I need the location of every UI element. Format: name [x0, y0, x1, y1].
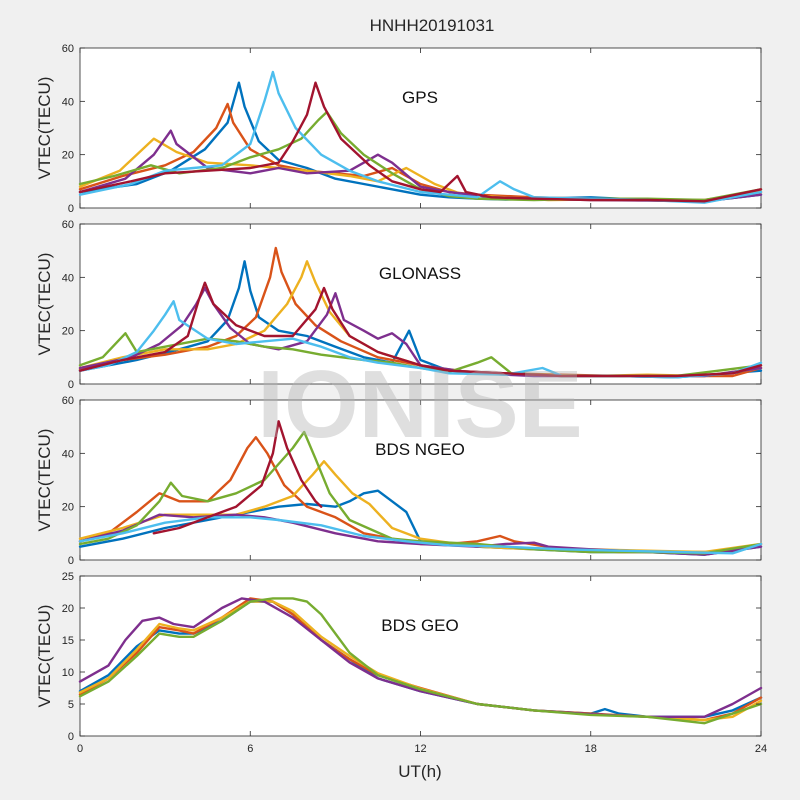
- y-tick-label: 20: [62, 502, 74, 514]
- series-group: [78, 420, 763, 556]
- series-line-7: [152, 420, 323, 535]
- x-tick-label: 18: [585, 743, 597, 755]
- series-group: [78, 597, 763, 725]
- x-tick-label: 0: [77, 743, 83, 755]
- y-axis-label: VTEC(TECU): [35, 77, 54, 180]
- series-line-5: [78, 597, 763, 725]
- x-tick-label: 24: [755, 743, 767, 755]
- panel-3: 0 20 40 60 VTEC(TECU) BDS NGEO: [35, 395, 763, 567]
- series-line-7: [78, 281, 763, 378]
- series-group: [78, 246, 763, 379]
- y-tick-label: 20: [62, 150, 74, 162]
- y-tick-label: 40: [62, 448, 74, 460]
- y-tick-label: 40: [62, 96, 74, 108]
- series-line-5: [78, 430, 763, 555]
- series-line-4: [78, 286, 763, 378]
- panel-1: 0 20 40 60 VTEC(TECU) GPS: [35, 43, 763, 215]
- panel-4: 0 6 12 18 24 0 5 10 15 20 25 VTEC(TECU) BDS GEO: [35, 571, 767, 755]
- y-tick-label: 20: [62, 603, 74, 615]
- panel-label: BDS GEO: [381, 616, 458, 635]
- panel-label: BDS NGEO: [375, 440, 465, 459]
- y-tick-label: 0: [68, 555, 74, 567]
- panel-label: GPS: [402, 88, 438, 107]
- watermark: IONISE: [257, 351, 582, 458]
- y-tick-label: 0: [68, 731, 74, 743]
- y-tick-label: 25: [62, 571, 74, 583]
- axes-frame: [79, 399, 762, 561]
- y-tick-label: 60: [62, 43, 74, 55]
- y-tick-label: 60: [62, 219, 74, 231]
- y-axis-label: VTEC(TECU): [35, 429, 54, 532]
- series-line-6: [78, 516, 763, 555]
- x-tick-label: 6: [247, 743, 253, 755]
- panel-label: GLONASS: [379, 264, 461, 283]
- series-line-7: [78, 81, 763, 203]
- y-tick-label: 10: [62, 667, 74, 679]
- y-tick-label: 40: [62, 272, 74, 284]
- series-line-6: [78, 70, 763, 204]
- y-tick-label: 60: [62, 395, 74, 407]
- figure-title: HNHH20191031: [370, 16, 495, 35]
- axes-frame: [79, 575, 762, 737]
- y-tick-label: 15: [62, 635, 74, 647]
- y-axis-label: VTEC(TECU): [35, 253, 54, 356]
- y-tick-label: 5: [68, 699, 74, 711]
- y-tick-label: 0: [68, 379, 74, 391]
- axes-frame: [79, 47, 762, 209]
- y-axis-label: VTEC(TECU): [35, 605, 54, 708]
- series-group: [78, 70, 763, 204]
- x-axis-label: UT(h): [398, 762, 441, 781]
- panel-2: 0 20 40 60 VTEC(TECU) GLONASS: [35, 219, 763, 391]
- y-tick-label: 0: [68, 203, 74, 215]
- x-tick-label: 12: [414, 743, 426, 755]
- y-tick-label: 20: [62, 326, 74, 338]
